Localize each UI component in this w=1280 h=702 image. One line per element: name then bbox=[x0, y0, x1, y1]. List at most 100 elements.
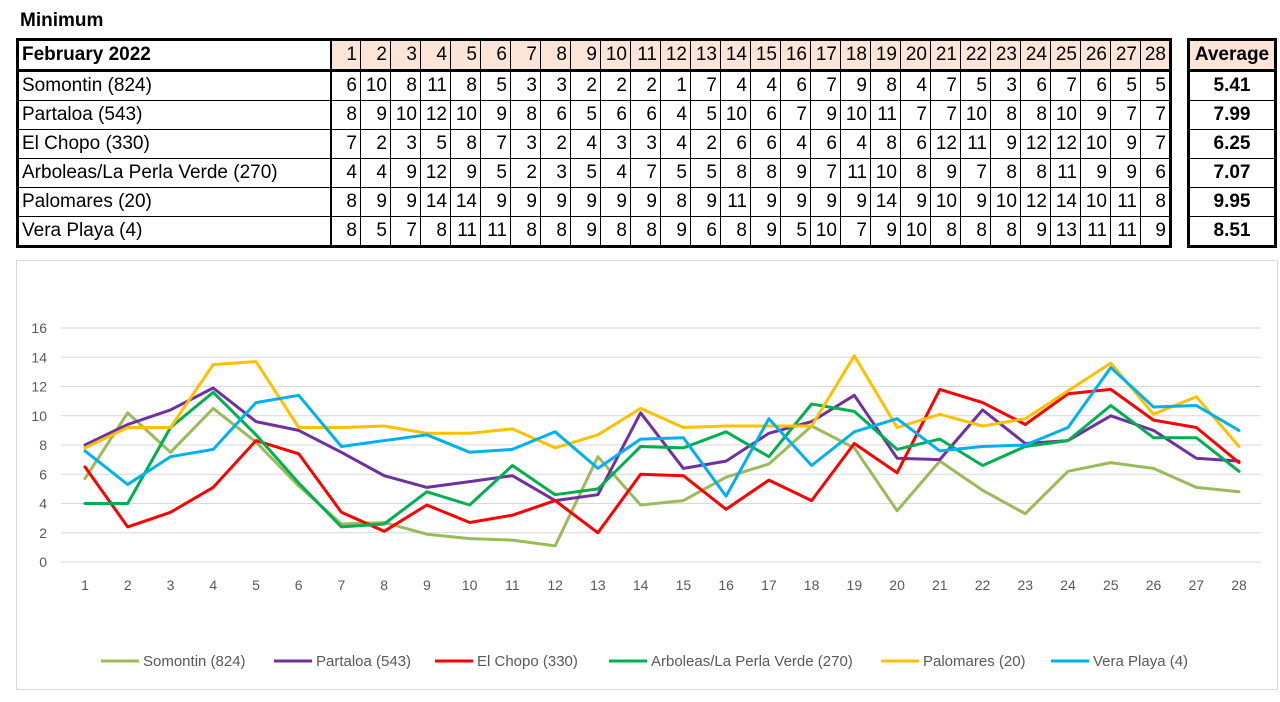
temperature-cell: 5 bbox=[570, 100, 601, 130]
x-tick-label: 23 bbox=[1018, 577, 1034, 593]
average-value: 6.25 bbox=[1188, 129, 1276, 159]
table-header-row: February 2022 1 2 3 4 5 6 7 8 9 10 11 12 13 14 15 16 17 18… bbox=[17, 39, 1171, 72]
temperature-cell: 7 bbox=[1110, 100, 1141, 130]
day-header: 4 bbox=[420, 39, 451, 72]
temperature-cell: 3 bbox=[600, 129, 631, 159]
temperature-cell: 11 bbox=[480, 216, 511, 247]
temperature-cell: 8 bbox=[750, 158, 781, 188]
temperature-cell: 4 bbox=[780, 129, 811, 159]
temperature-cell: 5 bbox=[1110, 70, 1141, 101]
legend-label: Palomares (20) bbox=[923, 653, 1026, 670]
temperature-cell: 3 bbox=[390, 129, 421, 159]
temperature-cell: 14 bbox=[420, 187, 451, 217]
day-header: 14 bbox=[720, 39, 751, 72]
x-tick-label: 13 bbox=[590, 577, 606, 593]
x-tick-label: 7 bbox=[338, 577, 346, 593]
x-tick-label: 16 bbox=[718, 577, 734, 593]
temperature-cell: 10 bbox=[990, 187, 1021, 217]
temperature-cell: 8 bbox=[510, 216, 541, 247]
line-chart: 0 2 4 6 8 10 12 14 16 1 2 3 4 5 6 7 8 9 10 11 12 13 14 15 16 17 18… bbox=[16, 260, 1278, 690]
x-tick-label: 6 bbox=[295, 577, 303, 593]
temperature-cell: 3 bbox=[540, 158, 571, 188]
temperature-cell: 8 bbox=[390, 70, 421, 101]
average-value: 8.51 bbox=[1188, 216, 1276, 247]
temperature-cell: 4 bbox=[900, 70, 931, 101]
page-title: Minimum bbox=[20, 10, 104, 31]
table-row: Partaloa (543) 8 9 10 12 10 9 8 6 5 6 6 4 5 10 6 7 9 10 11 7… bbox=[17, 100, 1171, 130]
table-row: El Chopo (330) 7 2 3 5 8 7 3 2 4 3 3 4 2 6 6 4 6 4 8 6 12 11 9 1… bbox=[17, 129, 1171, 159]
temperature-cell: 8 bbox=[660, 187, 691, 217]
x-tick-label: 15 bbox=[676, 577, 692, 593]
temperature-cell: 5 bbox=[780, 216, 811, 247]
average-value: 7.07 bbox=[1188, 158, 1276, 188]
temperature-cell: 9 bbox=[990, 129, 1021, 159]
day-header: 11 bbox=[630, 39, 661, 72]
x-tick-label: 26 bbox=[1146, 577, 1162, 593]
temperature-cell: 9 bbox=[570, 216, 601, 247]
temperature-cell: 6 bbox=[1140, 158, 1171, 188]
temperature-cell: 8 bbox=[1140, 187, 1171, 217]
day-header: 15 bbox=[750, 39, 781, 72]
temperature-cell: 12 bbox=[420, 158, 451, 188]
temperature-cell: 9 bbox=[390, 187, 421, 217]
temperature-cell: 4 bbox=[360, 158, 391, 188]
y-tick-label: 6 bbox=[39, 466, 47, 482]
temperature-cell: 8 bbox=[600, 216, 631, 247]
day-header: 25 bbox=[1050, 39, 1081, 72]
day-header: 13 bbox=[690, 39, 721, 72]
legend-label: Arboleas/La Perla Verde (270) bbox=[651, 653, 853, 670]
temperature-cell: 7 bbox=[960, 158, 991, 188]
temperature-cell: 10 bbox=[810, 216, 841, 247]
temperature-cell: 9 bbox=[450, 158, 481, 188]
temperature-cell: 12 bbox=[1050, 129, 1081, 159]
y-tick-label: 14 bbox=[31, 349, 47, 365]
temperature-cell: 7 bbox=[810, 70, 841, 101]
temperature-cell: 11 bbox=[960, 129, 991, 159]
temperature-cell: 2 bbox=[570, 70, 601, 101]
temperature-cell: 5 bbox=[480, 158, 511, 188]
temperature-cell: 9 bbox=[840, 70, 871, 101]
day-header: 20 bbox=[900, 39, 931, 72]
temperature-cell: 8 bbox=[510, 100, 541, 130]
temperature-cell: 8 bbox=[720, 216, 751, 247]
temperature-cell: 14 bbox=[870, 187, 901, 217]
table-row: Arboleas/La Perla Verde (270) 4 4 9 12 9 5 2 3 5 4… bbox=[17, 158, 1171, 188]
temperature-cell: 8 bbox=[900, 158, 931, 188]
temperature-cell: 6 bbox=[630, 100, 661, 130]
temperature-cell: 11 bbox=[720, 187, 751, 217]
x-tick-label: 24 bbox=[1060, 577, 1076, 593]
temperature-cell: 6 bbox=[690, 216, 721, 247]
temperature-cell: 6 bbox=[600, 100, 631, 130]
temperature-cell: 7 bbox=[1140, 129, 1171, 159]
day-header: 6 bbox=[480, 39, 511, 72]
temperature-cell: 9 bbox=[1110, 158, 1141, 188]
temperature-cell: 12 bbox=[1020, 187, 1051, 217]
legend-label: Vera Playa (4) bbox=[1093, 653, 1188, 670]
temperature-cell: 3 bbox=[510, 70, 541, 101]
temperature-cell: 12 bbox=[1020, 129, 1051, 159]
temperature-cell: 2 bbox=[690, 129, 721, 159]
legend-label: Partaloa (543) bbox=[316, 653, 411, 670]
temperature-cell: 10 bbox=[360, 70, 391, 101]
x-tick-label: 22 bbox=[975, 577, 991, 593]
temperature-cell: 8 bbox=[720, 158, 751, 188]
temperature-cell: 8 bbox=[540, 216, 571, 247]
temperature-cell: 2 bbox=[600, 70, 631, 101]
minimum-temperature-table: February 2022 1 2 3 4 5 6 7 8 9 10 11 12 13 14 15 16 17 18… bbox=[16, 38, 1172, 248]
day-header: 7 bbox=[510, 39, 541, 72]
station-name: El Chopo (330) bbox=[17, 129, 332, 159]
temperature-cell: 3 bbox=[630, 129, 661, 159]
temperature-cell: 10 bbox=[390, 100, 421, 130]
temperature-cell: 12 bbox=[420, 100, 451, 130]
day-header: 12 bbox=[660, 39, 691, 72]
temperature-cell: 9 bbox=[510, 187, 541, 217]
day-header: 5 bbox=[450, 39, 481, 72]
temperature-cell: 10 bbox=[450, 100, 481, 130]
temperature-cell: 9 bbox=[810, 100, 841, 130]
temperature-cell: 10 bbox=[900, 216, 931, 247]
table-row: Palomares (20) 8 9 9 14 14 9 9 9 9 9 9 8 9 11 9 9 9 9 14 9 10… bbox=[17, 187, 1171, 217]
temperature-cell: 8 bbox=[1020, 100, 1051, 130]
temperature-cell: 9 bbox=[540, 187, 571, 217]
temperature-cell: 7 bbox=[780, 100, 811, 130]
temperature-cell: 6 bbox=[720, 129, 751, 159]
